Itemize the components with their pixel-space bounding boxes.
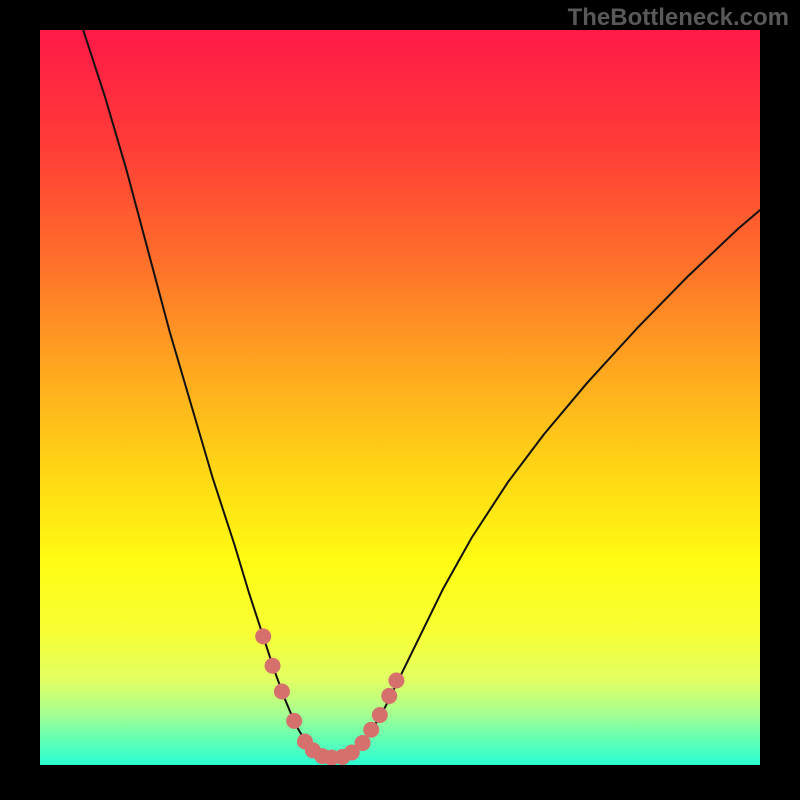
curve-marker [388, 672, 404, 688]
curve-marker [255, 628, 271, 644]
bottleneck-curve [83, 30, 760, 758]
curve-marker [265, 658, 281, 674]
curve-marker [355, 735, 371, 751]
curve-marker [274, 684, 290, 700]
plot-area [40, 30, 760, 765]
marker-group [255, 628, 404, 765]
curve-layer [40, 30, 760, 765]
curve-marker [363, 722, 379, 738]
curve-marker [286, 713, 302, 729]
chart-canvas: TheBottleneck.com [0, 0, 800, 800]
watermark-text: TheBottleneck.com [568, 4, 789, 32]
curve-marker [372, 707, 388, 723]
curve-marker [381, 688, 397, 704]
